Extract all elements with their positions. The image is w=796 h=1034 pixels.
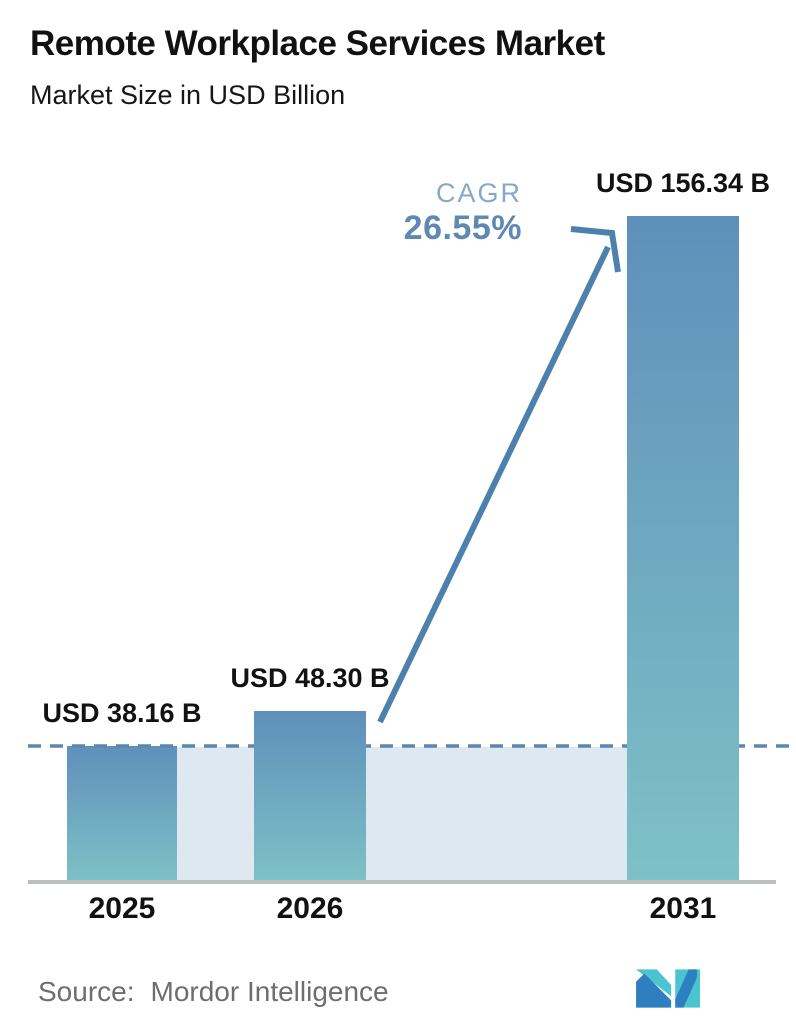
- source-name: Mordor Intelligence: [150, 976, 389, 1007]
- cagr-annotation: CAGR 26.55%: [330, 178, 522, 248]
- growth-arrow-shaft: [377, 245, 611, 724]
- bar-2026: [254, 711, 366, 882]
- source-label: Source:: [38, 976, 135, 1007]
- chart-subtitle: Market Size in USD Billion: [30, 80, 346, 110]
- bar-2031: [627, 216, 739, 882]
- x-axis-label-2031: 2031: [649, 892, 717, 925]
- bar-value-label-2031: USD 156.34 B: [595, 168, 771, 198]
- bar-value-label-2025: USD 38.16 B: [42, 698, 202, 728]
- bar-value-label-2026: USD 48.30 B: [230, 663, 390, 693]
- x-axis-label-2025: 2025: [88, 892, 156, 925]
- x-axis-label-2026: 2026: [276, 892, 344, 925]
- cagr-value: 26.55%: [403, 208, 522, 247]
- mordor-intelligence-logo: [636, 969, 700, 1008]
- cagr-label: CAGR: [435, 178, 522, 208]
- chart-title: Remote Workplace Services Market: [30, 24, 605, 63]
- source-line: Source: Mordor Intelligence: [38, 976, 389, 1008]
- bar-2025: [67, 746, 177, 882]
- growth-arrow-head: [570, 226, 621, 273]
